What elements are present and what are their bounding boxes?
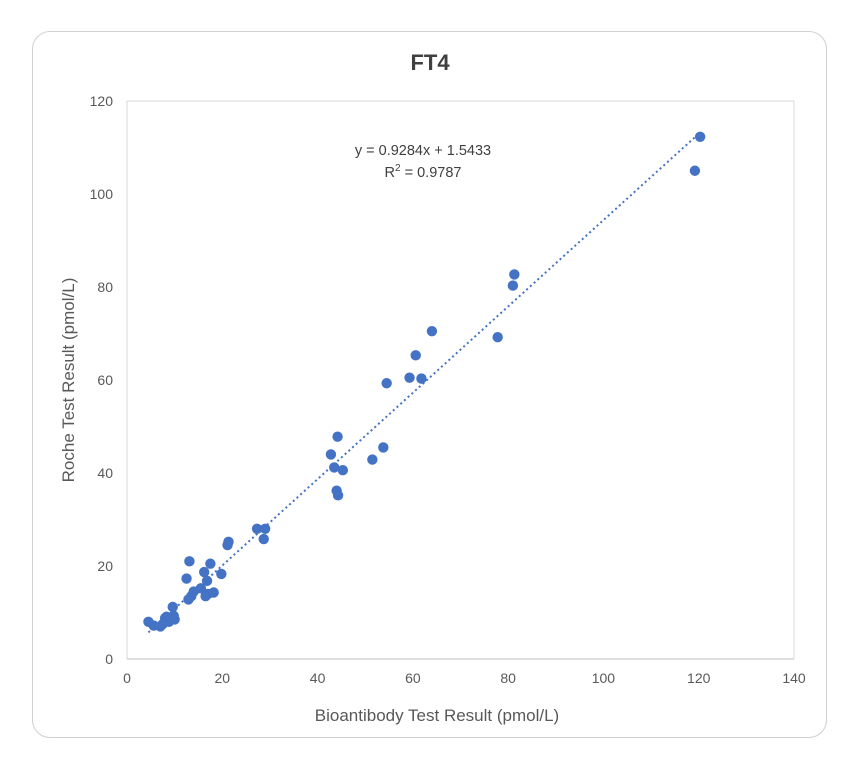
x-tick-label: 100 <box>592 670 616 686</box>
data-point <box>198 566 210 578</box>
data-point <box>184 556 195 567</box>
data-point <box>325 449 337 460</box>
data-point <box>223 536 234 548</box>
data-point <box>332 490 344 501</box>
x-tick-label: 0 <box>123 670 131 686</box>
data-point <box>329 462 340 473</box>
data-point <box>367 454 378 465</box>
data-point <box>169 614 180 625</box>
data-point <box>404 372 415 383</box>
data-point <box>426 325 438 337</box>
y-tick-label: 80 <box>97 279 113 295</box>
data-point <box>410 350 421 361</box>
x-tick-label: 40 <box>310 670 326 686</box>
data-point <box>216 568 227 580</box>
x-tick-label: 60 <box>405 670 421 686</box>
data-point <box>181 573 192 584</box>
x-tick-label: 80 <box>500 670 516 686</box>
data-point <box>378 442 389 453</box>
data-point <box>258 533 269 545</box>
y-tick-label: 60 <box>97 372 113 388</box>
r-squared-label: R2 = 0.9787 <box>385 163 462 181</box>
r-squared-value: = 0.9787 <box>401 165 462 181</box>
y-tick-label: 20 <box>97 558 113 574</box>
data-point <box>167 601 178 613</box>
data-point <box>201 575 213 587</box>
data-points <box>143 131 706 632</box>
r-squared-prefix: R <box>385 165 395 181</box>
x-tick-labels: 0 20 40 60 80 100 120 140 <box>123 670 806 686</box>
data-point <box>332 431 343 442</box>
data-point <box>195 583 207 594</box>
y-tick-label: 100 <box>90 186 114 202</box>
data-point <box>509 269 520 280</box>
data-point <box>259 523 271 534</box>
y-axis-label: Roche Test Result (pmol/L) <box>59 278 78 483</box>
data-point <box>381 378 392 389</box>
r-squared-sup: 2 <box>395 163 401 174</box>
x-tick-label: 20 <box>214 670 230 686</box>
chart-title: FT4 <box>410 50 450 75</box>
data-point <box>694 131 706 143</box>
data-point <box>507 280 519 291</box>
y-tick-label: 40 <box>97 465 113 481</box>
data-point <box>492 332 503 343</box>
data-point <box>689 165 701 176</box>
data-point <box>208 587 219 598</box>
data-point <box>337 465 349 476</box>
x-tick-label: 120 <box>687 670 711 686</box>
data-point <box>205 558 216 569</box>
y-tick-label: 0 <box>105 651 113 667</box>
x-tick-label: 140 <box>782 670 806 686</box>
data-point <box>251 523 263 534</box>
trendline-equation: y = 0.9284x + 1.5433 <box>355 143 491 159</box>
data-point <box>416 373 427 384</box>
y-tick-label: 120 <box>90 93 114 109</box>
x-axis-label: Bioantibody Test Result (pmol/L) <box>315 706 559 725</box>
y-tick-labels: 0 20 40 60 80 100 120 <box>90 93 114 667</box>
